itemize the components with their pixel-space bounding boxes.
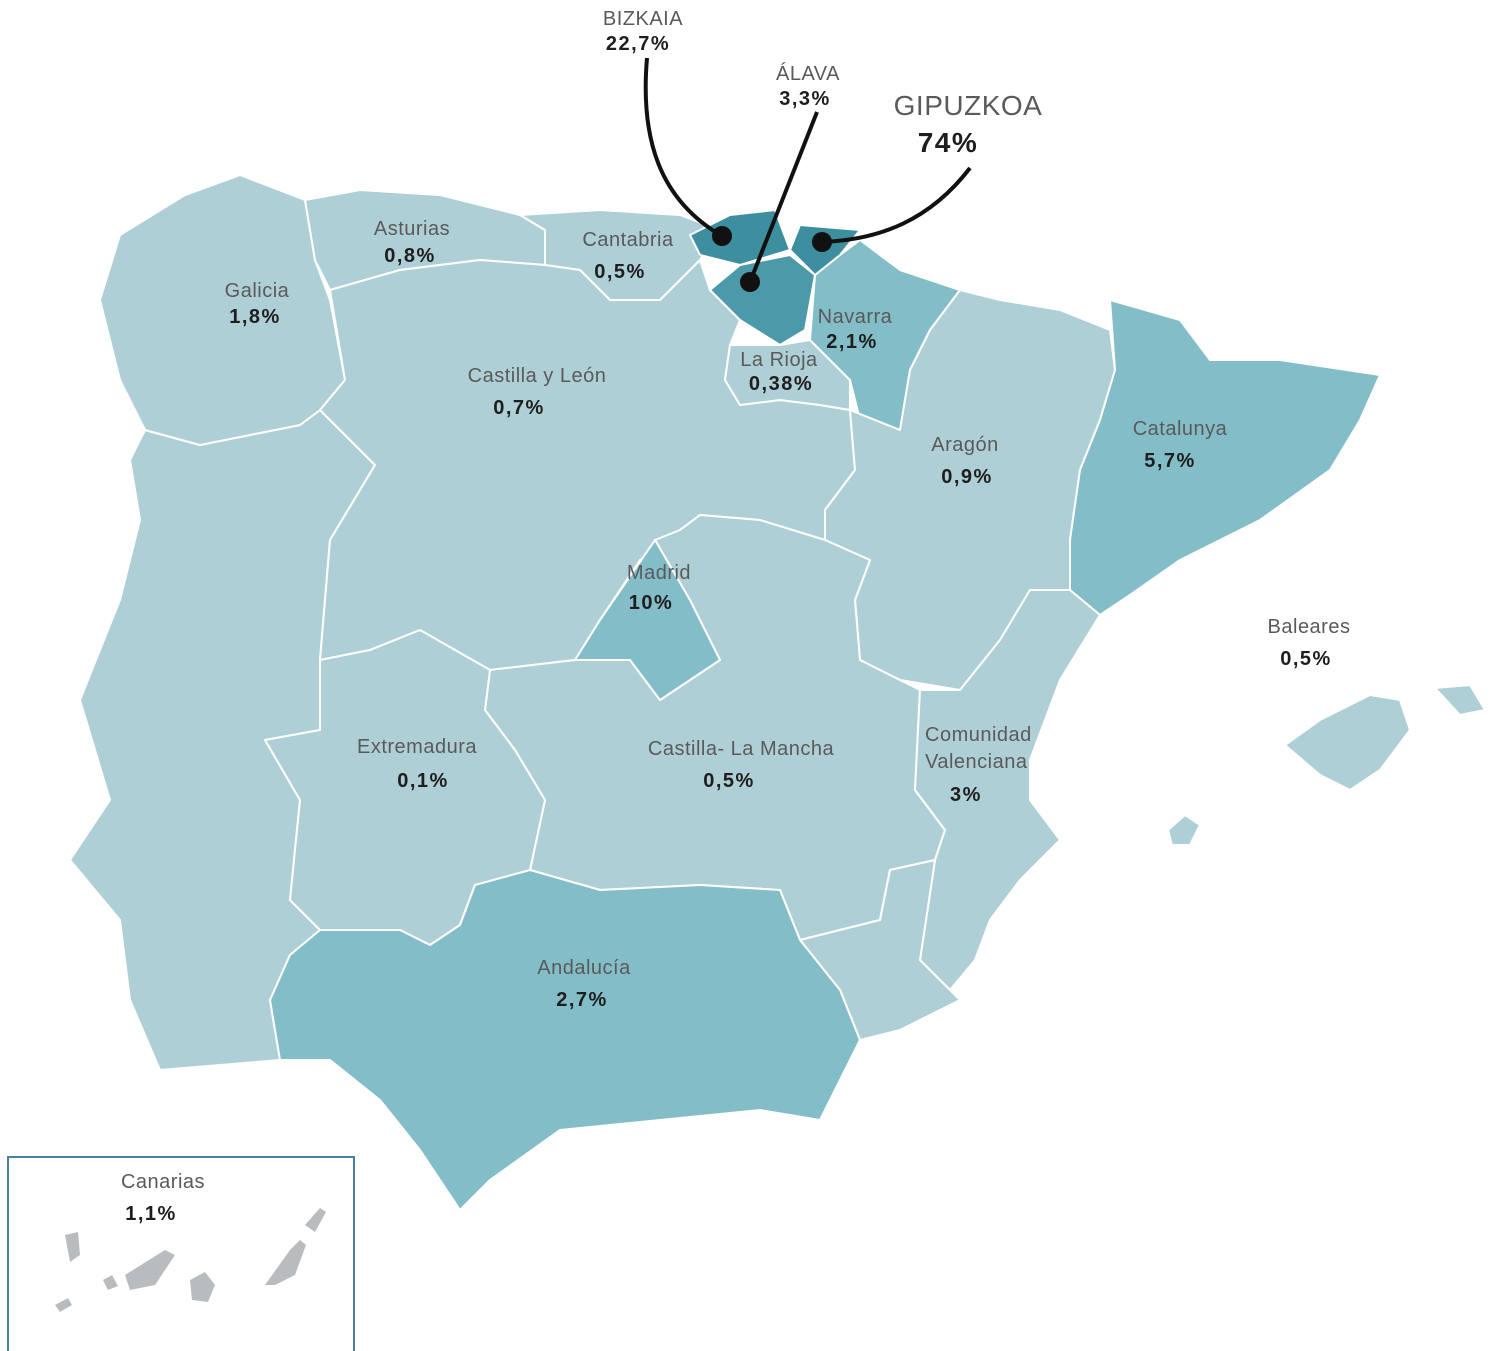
region-name: Galicia <box>225 280 290 302</box>
region-name: Castilla y León <box>468 365 607 387</box>
region-value: 0,8% <box>384 245 436 267</box>
region-name: Comunidad Valenciana <box>925 724 1032 773</box>
madrid <box>574 539 721 701</box>
mallorca <box>1284 694 1411 791</box>
region-value: 2,7% <box>556 989 608 1011</box>
region-value: 2,1% <box>826 331 878 353</box>
region-name: La Rioja <box>740 349 818 371</box>
region-value: 0,9% <box>941 466 993 488</box>
menorca <box>1434 684 1486 716</box>
region-name: Canarias <box>121 1171 205 1193</box>
region-value: 3% <box>950 784 982 806</box>
region-value: 0,5% <box>703 770 755 792</box>
callout-line <box>821 166 972 244</box>
region-name: Castilla- La Mancha <box>648 738 835 760</box>
callout-line <box>643 57 724 238</box>
region-value: 0,1% <box>397 770 449 792</box>
region-value: 0,5% <box>1280 648 1332 670</box>
callout-value: 22,7% <box>606 33 670 55</box>
alava <box>709 254 816 346</box>
andalucia <box>269 869 861 1211</box>
island <box>305 1208 326 1232</box>
region-value: 5,7% <box>1144 450 1196 472</box>
region-value: 0,5% <box>594 261 646 283</box>
region-name: Madrid <box>627 562 691 584</box>
region-name: Aragón <box>931 434 999 456</box>
murcia <box>799 859 961 1041</box>
region-value: 0,38% <box>749 373 813 395</box>
callout-dot <box>740 272 760 292</box>
callout-value: 3,3% <box>779 88 831 110</box>
canarias-inset: Canarias 1,1% <box>7 1156 355 1351</box>
region-name: Asturias <box>374 218 450 240</box>
ibiza <box>1167 814 1201 846</box>
valenciana <box>914 589 1101 991</box>
callout-dot <box>812 232 832 252</box>
region-value: 10% <box>629 592 674 614</box>
callout-name: GIPUZKOA <box>894 90 1043 121</box>
labels: BIZKAIA 22,7% ÁLAVA 3,3% GIPUZKOA 74% Ga… <box>225 8 1351 1011</box>
region-name: Catalunya <box>1133 418 1228 440</box>
region-name-wrap: Comunidad Valenciana <box>925 724 1032 773</box>
callout-dot <box>712 226 732 246</box>
region-name: Baleares <box>1268 616 1351 638</box>
regions <box>69 174 1486 1211</box>
island <box>190 1272 215 1302</box>
island <box>65 1232 80 1262</box>
island <box>265 1240 306 1285</box>
region-name: Cantabria <box>582 229 674 251</box>
region-name: Navarra <box>818 306 893 328</box>
region-value: 1,8% <box>229 306 281 328</box>
island <box>103 1275 118 1290</box>
callout-name: ÁLAVA <box>776 62 840 85</box>
callout-value: 74% <box>918 127 979 158</box>
region-value: 0,7% <box>493 397 545 419</box>
region-name: Andalucía <box>537 957 631 979</box>
region-value: 1,1% <box>125 1203 177 1225</box>
region-name: Extremadura <box>357 736 477 758</box>
island <box>125 1250 175 1290</box>
callout-name: BIZKAIA <box>603 8 683 30</box>
catalunya <box>1069 299 1381 616</box>
callout-lines <box>643 57 972 292</box>
island <box>55 1298 72 1312</box>
la-rioja <box>724 339 851 411</box>
callout-line <box>748 111 819 283</box>
